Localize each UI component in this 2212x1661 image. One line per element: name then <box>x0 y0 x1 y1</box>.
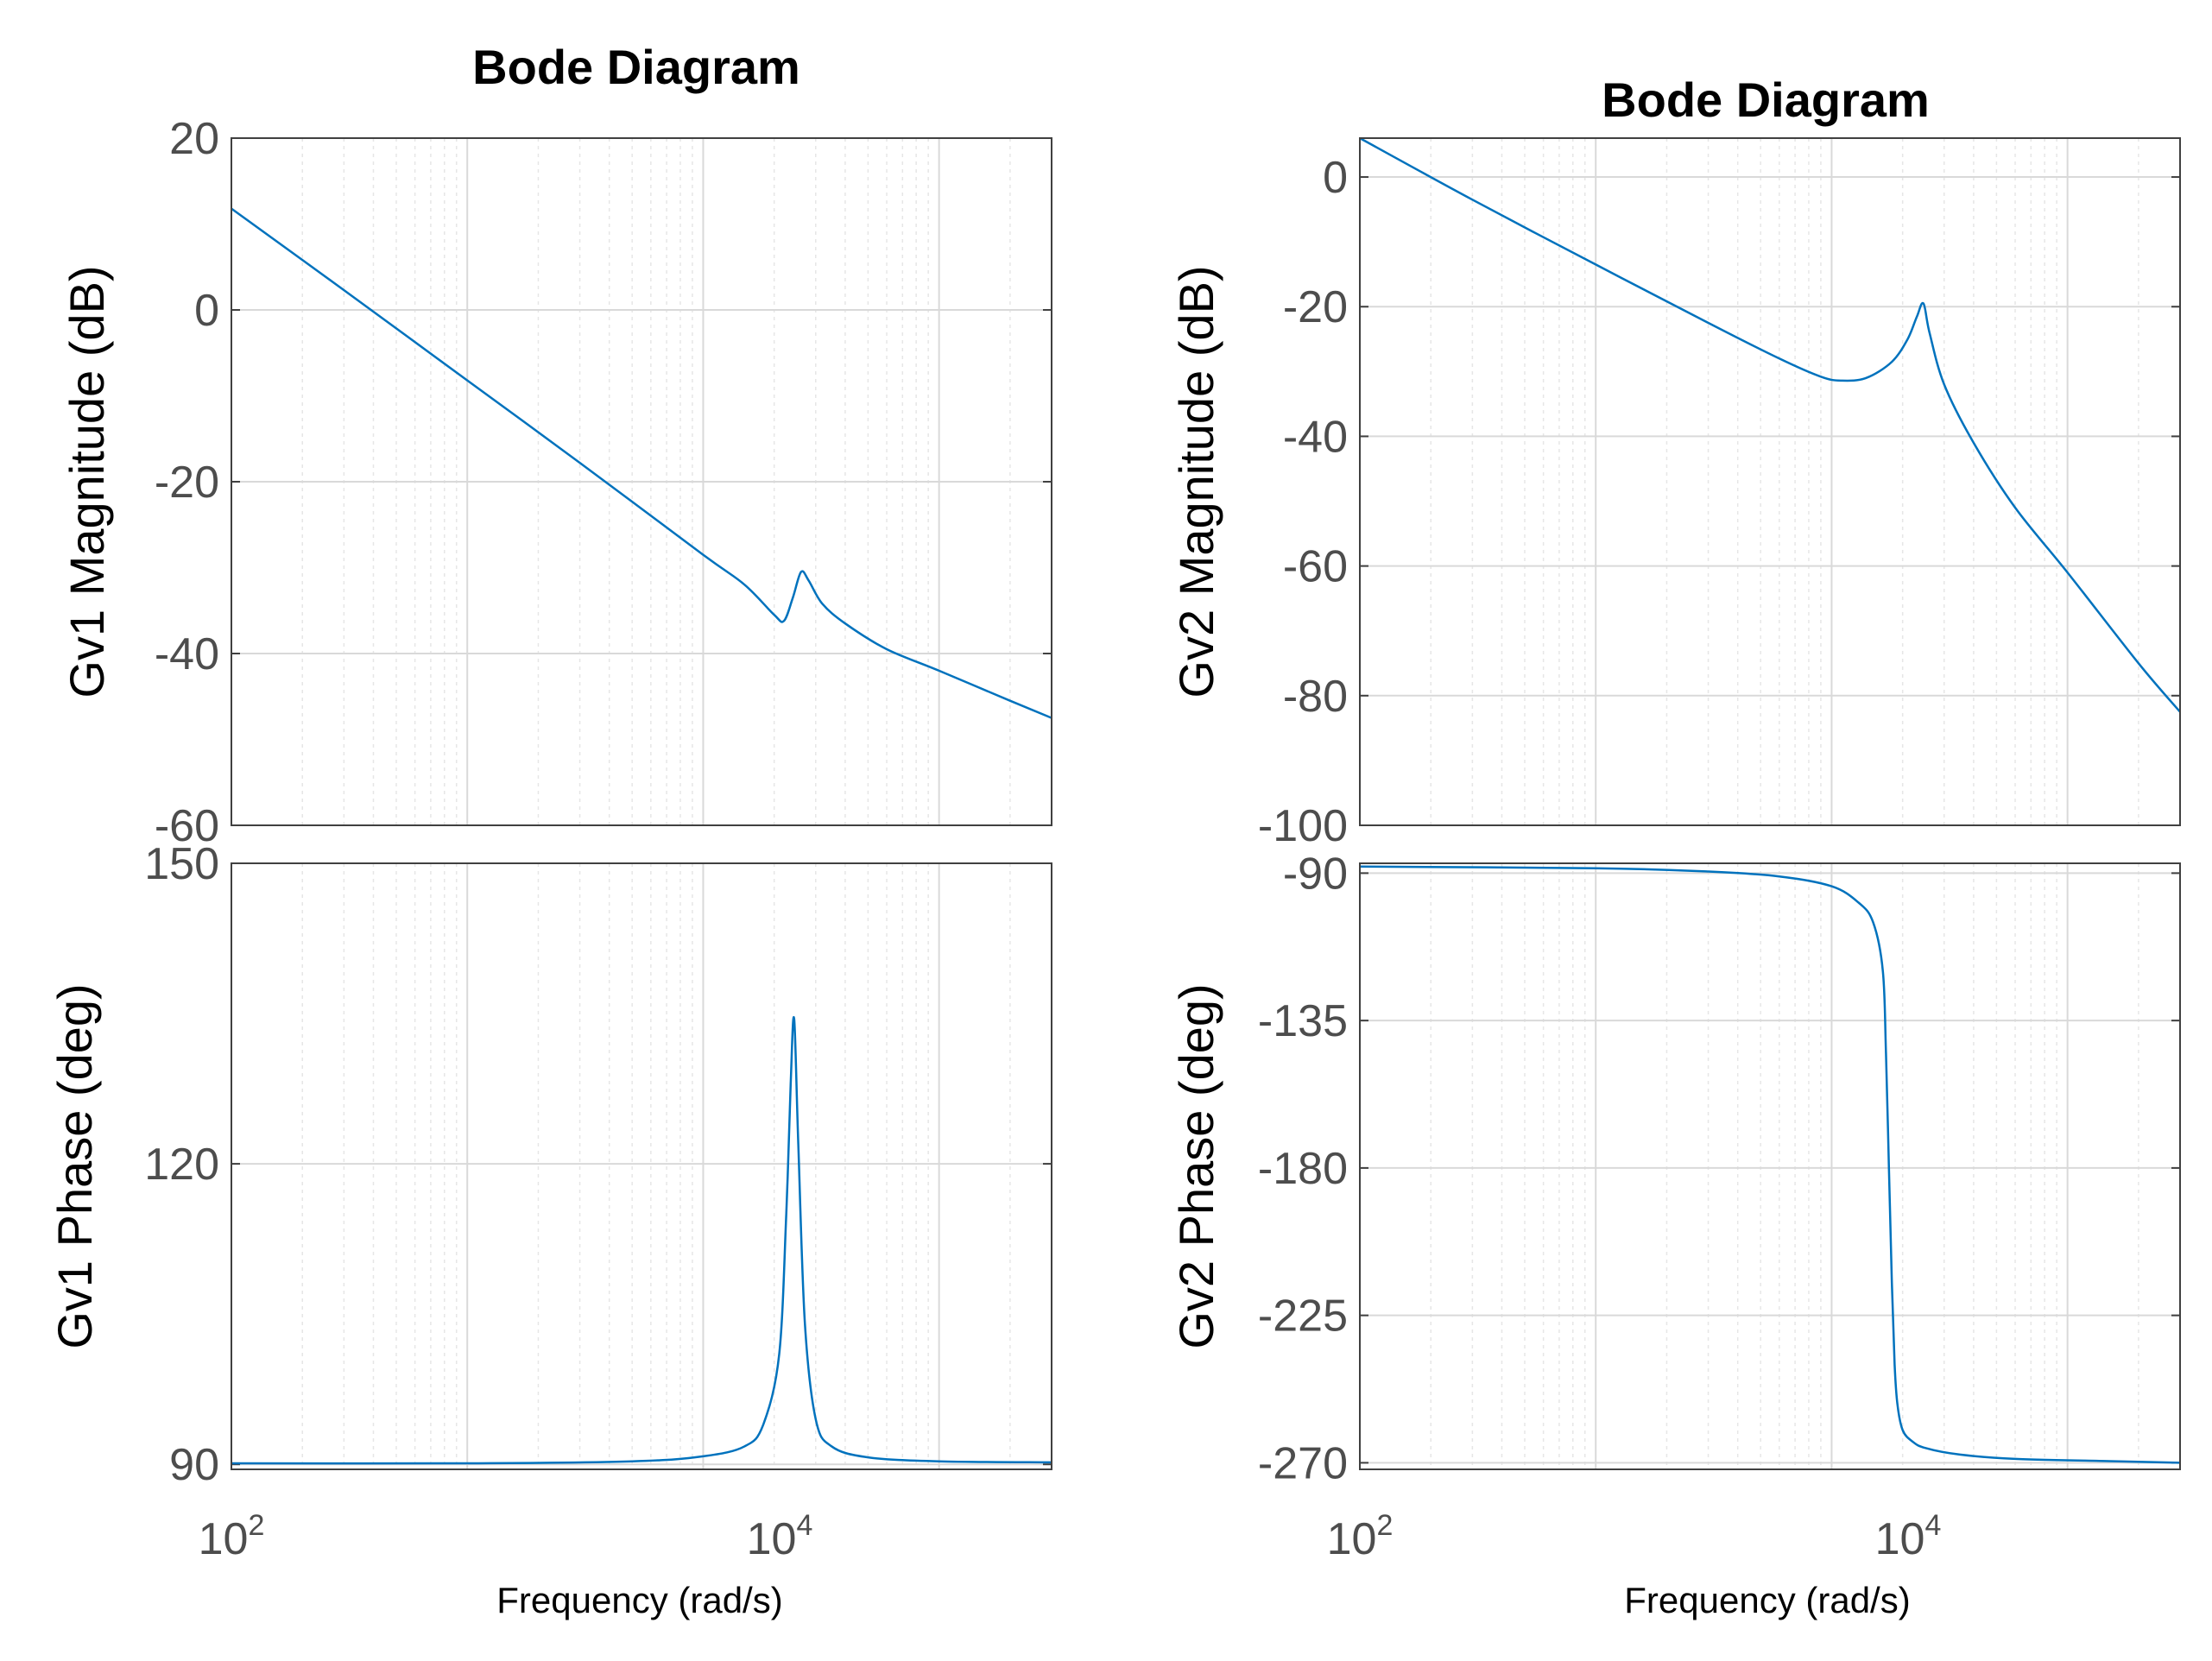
y-tick-label: -40 <box>1283 412 1348 462</box>
y-tick-label: 150 <box>144 839 219 889</box>
left-xtick-1e4-exp: 4 <box>796 1509 812 1542</box>
y-tick-label: -270 <box>1258 1438 1348 1488</box>
y-tick-label: -100 <box>1258 801 1348 851</box>
right-xtick-1e4-base: 10 <box>1875 1514 1925 1564</box>
gv2-phase-ylabel: Gv2 Phase (deg) <box>1169 983 1223 1348</box>
right-xtick-1e4: 104 <box>1875 1509 1942 1564</box>
gv2-mag-series <box>1359 136 2181 713</box>
series-line-gv1 <box>231 1015 1052 1465</box>
left-xtick-1e4: 104 <box>747 1509 813 1564</box>
right-xtick-1e4-exp: 4 <box>1924 1509 1941 1542</box>
y-tick-label: -60 <box>155 801 219 851</box>
gv2-phase-frame <box>1359 862 2181 1470</box>
series-line-gv1 <box>231 207 1052 719</box>
y-tick-label: -20 <box>155 458 219 508</box>
y-tick-label: 90 <box>169 1440 219 1490</box>
left-xticks: 102 104 <box>199 1509 813 1564</box>
gv2-phase-plot: -90 -135 -180 -225 -270 Gv2 Phase (deg) 102 … <box>1169 849 2181 1620</box>
gv1-mag-frame <box>231 137 1052 826</box>
gv2-magnitude-plot: Bode Diagram 0 -20 -40 -60 -80 -100 Gv2 Magni… <box>1169 73 2181 851</box>
gv2-mag-grid <box>1360 138 2180 825</box>
gv1-magnitude-plot: Bode Diagram 20 0 -20 -40 -60 Gv1 Magnitude … <box>60 40 1052 851</box>
series-line-gv2 <box>1359 865 2181 1464</box>
gv1-phase-grid <box>231 863 1052 1469</box>
y-tick-label: 20 <box>169 114 219 164</box>
gv1-mag-grid <box>231 138 1052 825</box>
left-xtick-1e2-exp: 2 <box>248 1509 264 1542</box>
series-line-gv2 <box>1359 136 2181 713</box>
gv2-phase-series <box>1359 865 2181 1464</box>
y-tick-label: 120 <box>144 1140 219 1190</box>
gv1-mag-ylabel: Gv1 Magnitude (dB) <box>60 265 114 698</box>
right-title: Bode Diagram <box>1602 73 1930 127</box>
left-xtick-1e2: 102 <box>199 1509 265 1564</box>
gv1-mag-series <box>231 207 1052 719</box>
right-xtick-1e2-exp: 2 <box>1376 1509 1393 1542</box>
right-xtick-1e2: 102 <box>1327 1509 1394 1564</box>
left-xtick-1e4-base: 10 <box>747 1514 797 1564</box>
left-title: Bode Diagram <box>472 40 800 94</box>
gv1-mag-yticks: 20 0 -20 -40 -60 <box>155 114 1052 851</box>
gv2-mag-ylabel: Gv2 Magnitude (dB) <box>1169 265 1223 698</box>
y-tick-label: -225 <box>1258 1292 1348 1342</box>
y-tick-label: 0 <box>1323 153 1348 203</box>
gv2-mag-yticks: 0 -20 -40 -60 -80 -100 <box>1258 153 2180 851</box>
gv2-phase-yticks: -90 -135 -180 -225 -270 <box>1258 849 2180 1488</box>
y-tick-label: -60 <box>1283 542 1348 592</box>
gv1-phase-yticks: 150 120 90 <box>144 839 1052 1490</box>
y-tick-label: -40 <box>155 629 219 679</box>
gv1-phase-ylabel: Gv1 Phase (deg) <box>47 983 102 1348</box>
gv1-phase-series <box>231 1015 1052 1465</box>
y-tick-label: -80 <box>1283 672 1348 722</box>
gv2-mag-frame <box>1359 137 2181 826</box>
y-tick-label: -135 <box>1258 996 1348 1046</box>
left-xlabel: Frequency (rad/s) <box>496 1580 782 1620</box>
gv2-phase-grid <box>1360 863 2180 1469</box>
gv1-phase-frame <box>231 862 1052 1470</box>
y-tick-label: -180 <box>1258 1144 1348 1194</box>
right-xtick-1e2-base: 10 <box>1327 1514 1377 1564</box>
y-tick-label: -90 <box>1283 849 1348 899</box>
y-tick-label: 0 <box>194 286 219 336</box>
right-xticks: 102 104 <box>1327 1509 1942 1564</box>
y-tick-label: -20 <box>1283 282 1348 332</box>
right-xlabel: Frequency (rad/s) <box>1624 1580 1910 1620</box>
left-xtick-1e2-base: 10 <box>199 1514 249 1564</box>
